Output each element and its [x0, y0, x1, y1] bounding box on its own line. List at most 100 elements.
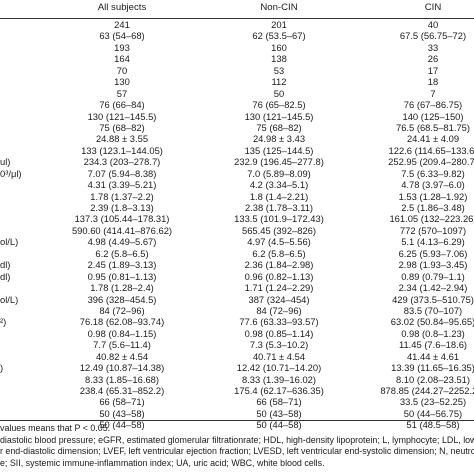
- cell-all-subjects: 7.07 (5.94–8.38): [87, 167, 157, 179]
- cell-cin: 5.1 (4.13–6.29): [401, 236, 465, 248]
- table-row: 1.78 (1.37–2.2) 1.8 (1.4–2.21) 1.53 (1.28–…: [0, 191, 474, 202]
- table-row: 4.31 (3.39–5.21) 4.2 (3.34–5.1) 4.78 (3.97…: [0, 179, 474, 190]
- table-footnotes: values means that P < 0.05. diastolic blo…: [0, 423, 474, 469]
- cell-all-subjects: 7.7 (5.6–11.4): [93, 339, 151, 351]
- table-row: 66 (58–71) 66 (58–71) 33.5 (23–52.25): [0, 396, 474, 407]
- cell-all-subjects: 4.31 (3.39–5.21): [87, 179, 157, 191]
- cell-cin: 161.05 (132–223.26): [389, 213, 474, 225]
- cell-cin: 83.5 (70–107): [403, 304, 463, 316]
- table-row: 76 (66–84) 76 (65–82.5) 76 (67–86.75): [0, 99, 474, 110]
- cell-all-subjects: 1.78 (1.37–2.2): [90, 190, 154, 202]
- table-row: 130 112 18: [0, 76, 474, 87]
- row-label: ²): [0, 316, 7, 328]
- row-label: 0³/μl): [0, 167, 22, 179]
- cell-non-cin: 24.98 ± 3.43: [252, 133, 306, 145]
- cell-non-cin: 50: [273, 87, 285, 99]
- cell-non-cin: 112: [271, 76, 287, 88]
- cell-cin: 13.39 (11.65–16.35): [391, 362, 474, 374]
- cell-all-subjects: 238.4 (65.31–852.2): [79, 385, 165, 396]
- footnote-line: r end-diastolic dimension; LVEF, left ve…: [0, 446, 474, 457]
- cell-all-subjects: 70: [116, 64, 128, 76]
- cell-cin: 1.53 (1.28–1.92): [398, 190, 468, 202]
- cell-cin: 772 (570–1097): [399, 224, 467, 236]
- cell-cin: 2.34 (1.42–2.94): [398, 282, 468, 294]
- cell-non-cin: 6.2 (5.8–6.5): [252, 247, 306, 259]
- cell-non-cin: 232.9 (196.45–277.8): [234, 156, 324, 168]
- cell-non-cin: 84 (72–96): [256, 304, 302, 316]
- cell-cin: 67.5 (56.75–72): [399, 30, 467, 42]
- table-row: 133 (123.1–144.05) 135 (125–144.5) 122.6 (…: [0, 145, 474, 156]
- cell-cin: 33.5 (23–52.25): [399, 396, 467, 408]
- col-header-cin: CIN: [424, 2, 442, 13]
- cell-non-cin: 75 (68–82): [256, 121, 302, 133]
- cell-all-subjects: 50 (44–58): [99, 419, 145, 431]
- cell-all-subjects: 8.33 (1.85–16.68): [84, 373, 160, 385]
- table-row: 8.33 (1.85–16.68) 8.33 (1.39–16.02) 8.10 (…: [0, 374, 474, 385]
- cell-non-cin: 387 (324–454): [248, 293, 310, 305]
- cell-non-cin: 53: [273, 64, 285, 76]
- cell-cin: 50 (44–56.75): [403, 407, 463, 419]
- cell-all-subjects: 130: [114, 76, 130, 88]
- cell-non-cin: 160: [271, 41, 287, 53]
- cell-non-cin: 62 (53.5–67): [252, 30, 306, 42]
- cell-non-cin: 130 (121–145.5): [244, 110, 314, 122]
- table-row: dl) 2.45 (1.89–3.13) 2.36 (1.84–2.98) 2.98 …: [0, 259, 474, 270]
- cell-cin: 18: [427, 76, 439, 88]
- footnote-line: e; SII, systemic immune-inflammation ind…: [0, 457, 325, 468]
- cell-cin: 122.6 (114.65–133.6): [388, 144, 474, 156]
- row-label: dl): [0, 270, 11, 282]
- table-row: 50 (44–58) 50 (44–58) 51 (48.5–58): [0, 419, 474, 430]
- cell-cin: 40: [427, 19, 439, 30]
- cell-cin: 11.45 (7.6–18.6): [398, 339, 468, 351]
- table-row: 241 201 40: [0, 19, 474, 30]
- cell-non-cin: 7.3 (5.3–10.2): [249, 339, 309, 351]
- cell-non-cin: 50 (43–58): [256, 407, 302, 419]
- cell-non-cin: 7.0 (5.89–8.09): [247, 167, 311, 179]
- cell-cin: 878.85 (244.27–2252.25): [380, 385, 474, 396]
- table-row: 590.60 (414.41–876.62) 565.45 (392–826) 77…: [0, 225, 474, 236]
- cell-non-cin: 8.33 (1.39–16.02): [241, 373, 317, 385]
- table-row: 0³/μl) 7.07 (5.94–8.38) 7.0 (5.89–8.09) 7.5…: [0, 168, 474, 179]
- cell-cin: 76.5 (68.5–81.75): [395, 121, 471, 133]
- table-row: 84 (72–96) 84 (72–96) 83.5 (70–107): [0, 305, 474, 316]
- cell-non-cin: 4.2 (3.34–5.1): [249, 179, 309, 191]
- table-body: 241 201 40 63 (54–68) 62 (53.5–67) 67.5 (56.7…: [0, 19, 474, 431]
- table-row: 57 50 7: [0, 88, 474, 99]
- cell-cin: 63.02 (50.84–95.65): [390, 316, 474, 328]
- cell-cin: 41.44 ± 4.61: [406, 350, 460, 362]
- table-row: ol/L) 4.98 (4.49–5.67) 4.97 (4.5–5.56) 5.1 …: [0, 236, 474, 247]
- cell-cin: 17: [427, 64, 439, 76]
- cell-non-cin: 138: [271, 53, 287, 65]
- cell-non-cin: 2.36 (1.84–2.98): [244, 259, 314, 271]
- cell-non-cin: 66 (58–71): [256, 396, 302, 408]
- cell-all-subjects: 40.82 ± 4.54: [95, 350, 149, 362]
- cell-cin: 252.95 (209.4–280.7): [388, 156, 474, 168]
- table-row: 238.4 (65.31–852.2) 175.4 (62.17–636.35) 8…: [0, 385, 474, 396]
- table-bottom-rule: [0, 420, 474, 421]
- row-label: ol/L): [0, 236, 19, 248]
- table-row: 193 160 33: [0, 42, 474, 53]
- cell-all-subjects: 2.39 (1.8–3.13): [90, 202, 154, 213]
- cell-all-subjects: 76 (66–84): [99, 99, 145, 111]
- table-row: 75 (68–82) 75 (68–82) 76.5 (68.5–81.75): [0, 122, 474, 133]
- cell-all-subjects: 84 (72–96): [99, 304, 145, 316]
- cell-cin: 33: [427, 41, 439, 53]
- cell-cin: 7.5 (6.33–9.82): [401, 167, 465, 179]
- cell-non-cin: 76 (65–82.5): [252, 99, 306, 111]
- cell-cin: 6.25 (5.93–7.06): [398, 247, 468, 259]
- cell-all-subjects: 133 (123.1–144.05): [81, 144, 163, 156]
- cell-cin: 0.89 (0.79–1.1): [401, 270, 465, 282]
- cell-all-subjects: 396 (328–454.5): [87, 293, 157, 305]
- table-row: 50 (43–58) 50 (43–58) 50 (44–56.75): [0, 408, 474, 419]
- cell-all-subjects: 590.60 (414.41–876.62): [71, 224, 173, 236]
- row-label: ol/L): [0, 293, 19, 305]
- table-row: ol/L) 396 (328–454.5) 387 (324–454) 429 (37…: [0, 294, 474, 305]
- cell-all-subjects: 137.3 (105.44–178.31): [74, 213, 170, 225]
- cell-non-cin: 175.4 (62.17–636.35): [234, 385, 324, 396]
- cell-cin: 7: [430, 87, 436, 99]
- cell-all-subjects: 241: [114, 19, 130, 30]
- cell-all-subjects: 12.49 (10.87–14.38): [79, 362, 165, 374]
- table-row: dl) 0.95 (0.81–1.13) 0.96 (0.82–1.13) 0.89 …: [0, 271, 474, 282]
- col-header-non-cin: Non-CIN: [260, 2, 298, 13]
- cell-all-subjects: 164: [114, 53, 130, 65]
